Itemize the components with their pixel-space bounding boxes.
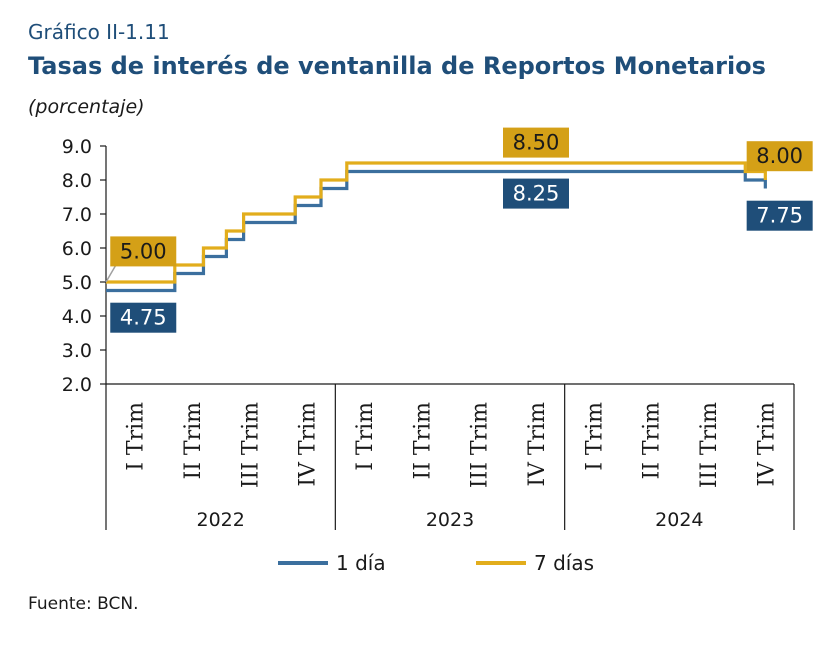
year-label: 2024 (655, 509, 703, 531)
legend-label: 7 días (534, 551, 594, 575)
y-tick-label: 8.0 (62, 170, 92, 192)
data-label-box (503, 178, 569, 209)
chart-unit: (porcentaje) (28, 96, 145, 118)
data-label: 5.00 (120, 239, 167, 263)
source-note: Fuente: BCN. (28, 594, 139, 614)
data-label: 8.25 (513, 182, 560, 206)
quarter-label: IV Trim (754, 402, 779, 487)
data-label: 8.00 (756, 144, 803, 168)
series-line-7-dias (106, 161, 767, 284)
series-line-1-dia (106, 169, 767, 293)
data-label-box (503, 127, 569, 158)
data-label-leader (105, 264, 117, 283)
y-tick-label: 5.0 (62, 272, 92, 294)
y-tick-label: 4.0 (62, 306, 92, 328)
data-label-box (746, 200, 813, 231)
quarter-label: III Trim (697, 402, 722, 488)
quarter-label: II Trim (410, 402, 435, 480)
y-tick-label: 7.0 (62, 204, 92, 226)
year-label: 2023 (426, 509, 474, 531)
year-label: 2022 (196, 509, 244, 531)
y-tick-label: 9.0 (62, 136, 92, 158)
y-tick-label: 2.0 (62, 374, 92, 396)
data-label-box (110, 236, 177, 267)
quarter-label: IV Trim (296, 402, 321, 487)
y-tick-label: 6.0 (62, 238, 92, 260)
quarter-label: I Trim (353, 402, 378, 471)
data-label: 8.50 (513, 131, 560, 155)
data-label: 4.75 (120, 306, 167, 330)
data-label: 7.75 (756, 204, 803, 228)
quarter-label: III Trim (238, 402, 263, 488)
quarter-label: III Trim (468, 402, 493, 488)
quarter-label: I Trim (582, 402, 607, 471)
quarter-label: I Trim (124, 402, 149, 471)
chart-title: Tasas de interés de ventanilla de Report… (28, 52, 766, 80)
quarter-label: II Trim (640, 402, 665, 480)
quarter-label: II Trim (181, 402, 206, 480)
data-label-box (110, 302, 177, 333)
quarter-label: IV Trim (525, 402, 550, 487)
legend-label: 1 día (336, 551, 386, 575)
data-label-box (746, 141, 813, 172)
y-tick-label: 3.0 (62, 340, 92, 362)
chart-number: Gráfico II-1.11 (28, 20, 170, 44)
